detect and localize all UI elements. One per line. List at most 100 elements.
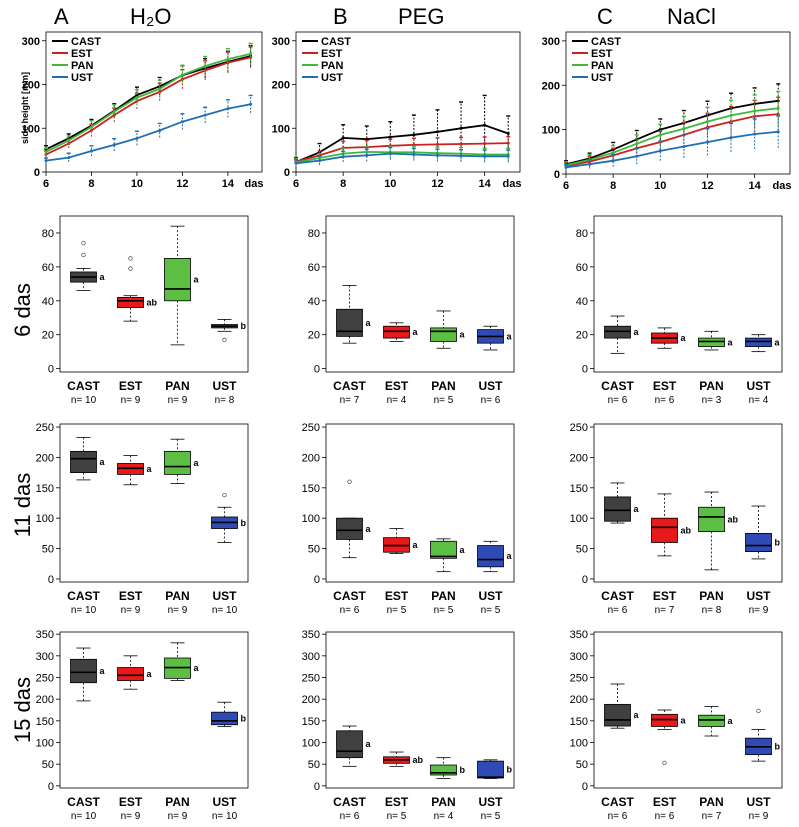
panel-letter-c: C: [597, 4, 613, 29]
series-line-est: [295, 142, 509, 163]
box-ytick-label: 150: [302, 483, 320, 495]
sample-size-pan: n= 5: [434, 395, 454, 406]
category-label-pan: PAN: [431, 795, 455, 809]
box-ytick-label: 0: [314, 574, 320, 586]
box-ytick-label: 150: [570, 483, 588, 495]
sample-size-cast: n= 10: [71, 395, 97, 406]
box-ytick-label: 250: [570, 673, 588, 685]
category-label-pan: PAN: [699, 795, 723, 809]
sample-size-ust: n= 4: [749, 395, 769, 406]
significance-letter-cast: a: [634, 710, 640, 720]
series-line-pan: [45, 53, 251, 153]
category-label-ust: UST: [747, 379, 772, 393]
box-cast: [70, 450, 97, 474]
box-ytick-label: 0: [48, 364, 54, 376]
line-ytick-label-c: 200: [542, 80, 560, 92]
box-ytick-label: 60: [42, 262, 54, 274]
outlier-cast: [81, 252, 86, 258]
box-ytick-label: 150: [36, 483, 54, 495]
significance-letter-cast: a: [366, 739, 372, 749]
box-ytick-label: 250: [302, 422, 320, 434]
box-pan: [430, 540, 457, 559]
box-pan: [698, 506, 725, 532]
sample-size-ust: n= 9: [749, 605, 769, 616]
box-ytick-label: 350: [570, 629, 588, 641]
sample-size-cast: n= 10: [71, 811, 97, 822]
legend-label-est: EST: [71, 48, 93, 60]
outlier-est: [128, 266, 133, 271]
box-ytick-label: 250: [36, 673, 54, 685]
sample-size-cast: n= 7: [340, 395, 360, 406]
line-ytick-label-c: 300: [542, 36, 560, 48]
sample-size-est: n= 6: [655, 811, 675, 822]
outlier-ust: [756, 708, 761, 714]
line-ytick-label-b: 300: [272, 36, 290, 48]
category-label-cast: CAST: [601, 379, 634, 393]
box-ust: [745, 532, 772, 553]
sample-size-pan: n= 9: [168, 395, 188, 406]
category-label-est: EST: [385, 379, 409, 393]
sample-size-est: n= 5: [387, 605, 407, 616]
box-plot-frame-a-6-das: [59, 215, 249, 373]
sample-size-ust: n= 8: [215, 395, 235, 406]
category-label-pan: PAN: [431, 589, 455, 603]
box-ytick-label: 200: [302, 452, 320, 464]
legend-label-ust: UST: [71, 72, 93, 84]
line-xtick-label-b: 12: [431, 178, 443, 190]
box-ytick-label: 300: [36, 651, 54, 663]
sample-size-ust: n= 9: [749, 811, 769, 822]
series-line-pan: [565, 107, 779, 166]
line-xtick-label-a: 6: [43, 178, 49, 190]
line-ytick-label-b: 0: [284, 167, 290, 179]
series-line-cast: [45, 55, 251, 151]
category-label-pan: PAN: [699, 379, 723, 393]
line-ytick-label-a: 300: [22, 36, 40, 48]
box-plot-frame-b-11-das: [325, 423, 515, 583]
category-label-ust: UST: [213, 379, 238, 393]
line-xtick-label-c: 6: [563, 180, 569, 192]
significance-letter-ust: b: [241, 518, 247, 528]
box-ytick-label: 50: [308, 759, 320, 771]
box-plot-frame-c-11-das: [593, 423, 783, 583]
sample-size-pan: n= 5: [434, 605, 454, 616]
box-ytick-label: 100: [570, 513, 588, 525]
box-ytick-label: 200: [570, 452, 588, 464]
line-xtick-label-c: 14: [749, 180, 762, 192]
category-label-cast: CAST: [601, 589, 634, 603]
sample-size-cast: n= 6: [608, 395, 628, 406]
box-plot-frame-b-6-das: [325, 215, 515, 373]
category-label-pan: PAN: [699, 589, 723, 603]
significance-letter-cast: a: [100, 457, 106, 467]
box-pan: [430, 327, 457, 342]
significance-letter-ust: b: [775, 741, 781, 751]
condition-label-nacl: NaCl: [667, 4, 716, 29]
significance-letter-cast: a: [366, 318, 372, 328]
significance-letter-ust: b: [775, 538, 781, 548]
box-ytick-label: 0: [314, 364, 320, 376]
box-ytick-label: 0: [314, 781, 320, 793]
box-ytick-label: 300: [302, 651, 320, 663]
box-plot-frame-c-15-das: [593, 631, 783, 789]
series-line-cast: [295, 124, 509, 163]
box-ytick-label: 50: [42, 544, 54, 556]
significance-letter-pan: a: [194, 663, 200, 673]
sample-size-ust: n= 10: [212, 811, 238, 822]
box-ytick-label: 20: [576, 330, 588, 342]
box-ytick-label: 20: [42, 330, 54, 342]
series-line-est: [565, 113, 779, 167]
sample-size-pan: n= 9: [168, 605, 188, 616]
sample-size-ust: n= 5: [481, 811, 501, 822]
row-label-15-das: 15 das: [10, 677, 35, 743]
row-label-6-das: 6 das: [10, 283, 35, 337]
category-label-cast: CAST: [333, 379, 366, 393]
legend-label-cast: CAST: [321, 36, 351, 48]
sample-size-est: n= 9: [121, 811, 141, 822]
box-est: [651, 713, 678, 727]
line-ytick-label-a: 200: [22, 80, 40, 92]
outlier-est: [128, 256, 133, 261]
box-ytick-label: 100: [36, 738, 54, 750]
box-ytick-label: 150: [302, 716, 320, 728]
box-ust: [477, 760, 504, 779]
significance-letter-cast: a: [100, 272, 106, 282]
box-cast: [604, 496, 631, 522]
